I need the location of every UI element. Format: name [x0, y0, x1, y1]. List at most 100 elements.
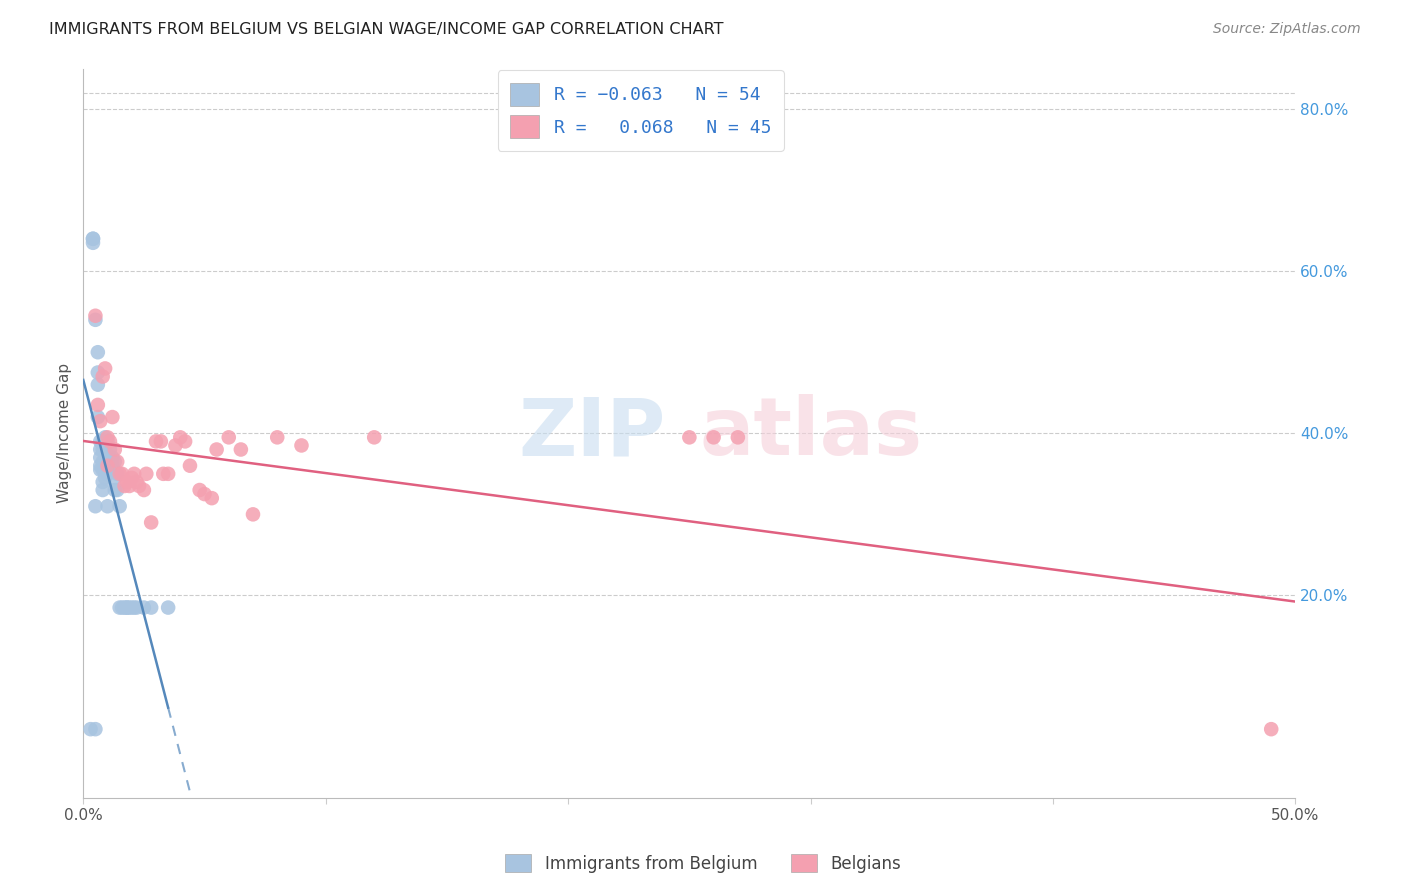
Point: [105, 467, 128, 481]
Point: [98, 450, 121, 465]
Point: [114, 479, 136, 493]
Text: atlas: atlas: [699, 394, 922, 472]
Legend: R = −0.063   N = 54, R =   0.068   N = 45: R = −0.063 N = 54, R = 0.068 N = 45: [498, 70, 785, 151]
Point: [91, 369, 114, 384]
Point: [205, 442, 228, 457]
Point: [91, 434, 114, 449]
Point: [290, 438, 312, 452]
Point: [363, 430, 385, 444]
Text: Source: ZipAtlas.com: Source: ZipAtlas.com: [1213, 22, 1361, 37]
Point: [703, 430, 725, 444]
Point: [94, 463, 117, 477]
Point: [115, 475, 138, 489]
Point: [105, 483, 128, 497]
Point: [101, 450, 124, 465]
Point: [96, 467, 118, 481]
Point: [165, 438, 187, 452]
Point: [82, 232, 104, 246]
Point: [87, 398, 110, 412]
Point: [111, 467, 134, 481]
Point: [242, 508, 264, 522]
Point: [96, 430, 118, 444]
Point: [94, 430, 117, 444]
Point: [135, 467, 157, 481]
Point: [104, 471, 127, 485]
Point: [96, 500, 118, 514]
Point: [94, 471, 117, 485]
Point: [1260, 722, 1282, 736]
Point: [104, 442, 127, 457]
Point: [89, 442, 111, 457]
Point: [91, 455, 114, 469]
Point: [115, 600, 138, 615]
Point: [125, 475, 148, 489]
Point: [108, 467, 131, 481]
Point: [118, 600, 141, 615]
Point: [87, 366, 110, 380]
Point: [87, 377, 110, 392]
Point: [96, 458, 118, 473]
Point: [141, 600, 163, 615]
Point: [91, 475, 114, 489]
Text: ZIP: ZIP: [519, 394, 666, 472]
Point: [104, 483, 127, 497]
Point: [115, 600, 138, 615]
Point: [98, 434, 121, 449]
Point: [96, 455, 118, 469]
Point: [193, 487, 215, 501]
Point: [101, 458, 124, 473]
Point: [179, 458, 201, 473]
Point: [114, 600, 136, 615]
Point: [149, 434, 172, 449]
Point: [169, 430, 191, 444]
Point: [188, 483, 211, 497]
Point: [201, 491, 224, 505]
Point: [89, 450, 111, 465]
Point: [91, 483, 114, 497]
Legend: Immigrants from Belgium, Belgians: Immigrants from Belgium, Belgians: [498, 847, 908, 880]
Point: [101, 410, 124, 425]
Point: [121, 600, 143, 615]
Point: [132, 483, 155, 497]
Point: [89, 463, 111, 477]
Point: [84, 500, 107, 514]
Point: [157, 467, 180, 481]
Point: [84, 313, 107, 327]
Point: [132, 600, 155, 615]
Point: [108, 500, 131, 514]
Point: [108, 600, 131, 615]
Point: [105, 455, 128, 469]
Point: [128, 479, 150, 493]
Text: IMMIGRANTS FROM BELGIUM VS BELGIAN WAGE/INCOME GAP CORRELATION CHART: IMMIGRANTS FROM BELGIUM VS BELGIAN WAGE/…: [49, 22, 724, 37]
Point: [141, 516, 163, 530]
Point: [122, 467, 145, 481]
Point: [727, 430, 749, 444]
Point: [94, 455, 117, 469]
Point: [84, 722, 107, 736]
Point: [82, 232, 104, 246]
Point: [89, 434, 111, 449]
Point: [94, 361, 117, 376]
Y-axis label: Wage/Income Gap: Wage/Income Gap: [58, 363, 72, 503]
Point: [678, 430, 700, 444]
Point: [89, 458, 111, 473]
Point: [87, 410, 110, 425]
Point: [118, 479, 141, 493]
Point: [152, 467, 174, 481]
Point: [125, 600, 148, 615]
Point: [91, 463, 114, 477]
Point: [218, 430, 240, 444]
Point: [98, 442, 121, 457]
Point: [94, 442, 117, 457]
Point: [266, 430, 288, 444]
Point: [111, 600, 134, 615]
Point: [79, 722, 101, 736]
Point: [98, 458, 121, 473]
Point: [89, 414, 111, 428]
Point: [84, 309, 107, 323]
Point: [122, 600, 145, 615]
Point: [174, 434, 197, 449]
Point: [157, 600, 180, 615]
Point: [96, 434, 118, 449]
Point: [87, 345, 110, 359]
